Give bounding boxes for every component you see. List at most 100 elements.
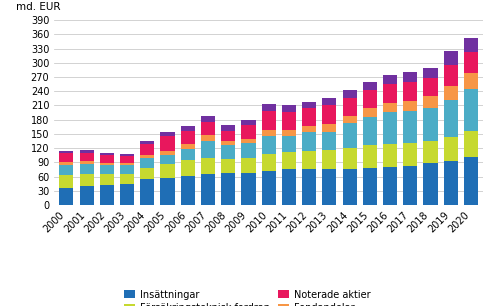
Bar [201, 116, 215, 122]
Bar [444, 137, 458, 161]
Bar [100, 153, 114, 155]
Bar [79, 164, 94, 174]
Bar [282, 170, 296, 205]
Bar [322, 105, 336, 124]
Bar [423, 163, 438, 205]
Bar [423, 140, 438, 163]
Bar [403, 82, 418, 101]
Bar [242, 158, 255, 173]
Bar [423, 96, 438, 108]
Bar [201, 174, 215, 205]
Bar [79, 153, 94, 161]
Bar [100, 185, 114, 205]
Bar [262, 111, 276, 130]
Bar [464, 52, 478, 73]
Bar [383, 167, 397, 205]
Bar [201, 135, 215, 141]
Bar [100, 163, 114, 165]
Bar [282, 130, 296, 136]
Bar [343, 90, 357, 98]
Bar [160, 151, 175, 155]
Bar [201, 158, 215, 174]
Bar [322, 151, 336, 170]
Bar [322, 170, 336, 205]
Bar [403, 72, 418, 82]
Bar [262, 171, 276, 205]
Bar [140, 141, 154, 144]
Bar [363, 82, 377, 90]
Bar [100, 165, 114, 174]
Bar [180, 176, 195, 205]
Bar [464, 157, 478, 205]
Bar [464, 73, 478, 89]
Bar [262, 136, 276, 154]
Bar [221, 145, 235, 159]
Bar [343, 98, 357, 116]
Bar [140, 168, 154, 179]
Bar [383, 84, 397, 103]
Bar [444, 51, 458, 65]
Bar [59, 153, 73, 162]
Bar [383, 112, 397, 144]
Bar [302, 132, 316, 151]
Text: md. EUR: md. EUR [16, 2, 60, 12]
Bar [262, 130, 276, 136]
Bar [120, 163, 134, 165]
Bar [160, 164, 175, 177]
Bar [242, 173, 255, 205]
Bar [464, 38, 478, 52]
Bar [302, 170, 316, 205]
Bar [160, 155, 175, 164]
Bar [201, 122, 215, 135]
Bar [343, 170, 357, 205]
Bar [160, 136, 175, 151]
Bar [383, 144, 397, 167]
Bar [242, 139, 255, 143]
Bar [160, 177, 175, 205]
Bar [262, 104, 276, 111]
Bar [363, 108, 377, 117]
Bar [221, 125, 235, 131]
Bar [140, 144, 154, 155]
Bar [383, 103, 397, 112]
Bar [221, 140, 235, 145]
Bar [282, 112, 296, 130]
Bar [201, 141, 215, 158]
Bar [322, 132, 336, 151]
Bar [100, 174, 114, 185]
Bar [79, 151, 94, 153]
Bar [423, 68, 438, 78]
Bar [444, 65, 458, 86]
Bar [242, 125, 255, 139]
Bar [140, 158, 154, 168]
Bar [140, 179, 154, 205]
Bar [180, 149, 195, 160]
Bar [403, 143, 418, 166]
Bar [120, 165, 134, 174]
Bar [79, 161, 94, 164]
Bar [282, 152, 296, 170]
Bar [79, 174, 94, 186]
Bar [79, 186, 94, 205]
Bar [302, 102, 316, 108]
Bar [302, 126, 316, 132]
Bar [302, 151, 316, 170]
Bar [59, 165, 73, 175]
Bar [120, 184, 134, 205]
Bar [444, 161, 458, 205]
Bar [302, 108, 316, 126]
Bar [444, 86, 458, 100]
Bar [140, 155, 154, 158]
Bar [363, 90, 377, 108]
Bar [160, 132, 175, 136]
Bar [180, 126, 195, 131]
Bar [100, 155, 114, 163]
Bar [120, 174, 134, 184]
Bar [180, 160, 195, 176]
Bar [403, 166, 418, 205]
Bar [120, 156, 134, 163]
Bar [282, 105, 296, 112]
Bar [180, 131, 195, 144]
Bar [282, 136, 296, 152]
Bar [403, 101, 418, 111]
